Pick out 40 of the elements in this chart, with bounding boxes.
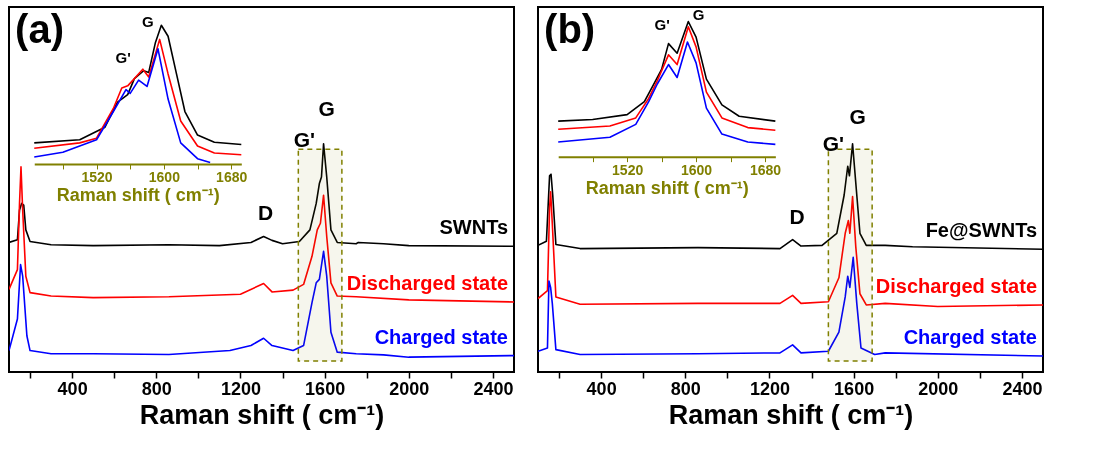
x-tick-label: 1600 <box>305 378 346 399</box>
annotation: D <box>789 205 805 229</box>
annotation: G <box>142 13 154 30</box>
x-tick-label: 2000 <box>389 378 430 399</box>
x-tick-label: 800 <box>141 378 172 399</box>
x-axis-title: Raman shift ( cm⁻¹) <box>139 399 385 430</box>
x-tick-label: 1520 <box>612 162 644 179</box>
x-axis-title: Raman shift ( cm⁻¹) <box>585 178 749 199</box>
x-axis-title: Raman shift ( cm⁻¹) <box>668 399 914 430</box>
series-label: Charged state <box>903 326 1037 349</box>
text: G <box>318 97 335 121</box>
x-tick-label: 1600 <box>680 162 713 179</box>
x-tick-label: 2400 <box>1002 378 1043 399</box>
x-tick-label: 1680 <box>749 162 782 179</box>
x-tick-label: 1600 <box>148 169 181 186</box>
x-tick-label: 2400 <box>473 378 514 399</box>
x-tick-label: 1520 <box>81 169 113 186</box>
series-label: Discharged state <box>875 274 1037 297</box>
annotation: G' <box>822 132 845 156</box>
x-tick-label: 400 <box>586 378 617 399</box>
x-tick-label: 1200 <box>749 378 790 399</box>
x-axis-title: Raman shift ( cm⁻¹) <box>56 185 220 206</box>
text: G <box>849 104 866 128</box>
x-tick-label: 800 <box>670 378 701 399</box>
annotation: G' <box>654 15 670 33</box>
annotation: (b) <box>544 6 596 51</box>
x-tick-label: 1600 <box>834 378 875 399</box>
x-tick-label: 1680 <box>216 169 248 186</box>
annotation: G <box>692 6 705 24</box>
series-label: Discharged state <box>346 271 508 294</box>
annotation: G' <box>115 49 131 67</box>
annotation: (a) <box>15 6 64 51</box>
series-label: Charged state <box>374 325 508 348</box>
x-tick-label: 2000 <box>918 378 959 399</box>
x-tick-label: 1200 <box>220 378 261 399</box>
annotation: G' <box>293 127 316 151</box>
annotation: D <box>257 200 274 224</box>
series-label: SWNTs <box>439 216 508 239</box>
x-tick-label: 400 <box>57 378 88 399</box>
series-label: Fe@SWNTs <box>925 219 1037 242</box>
